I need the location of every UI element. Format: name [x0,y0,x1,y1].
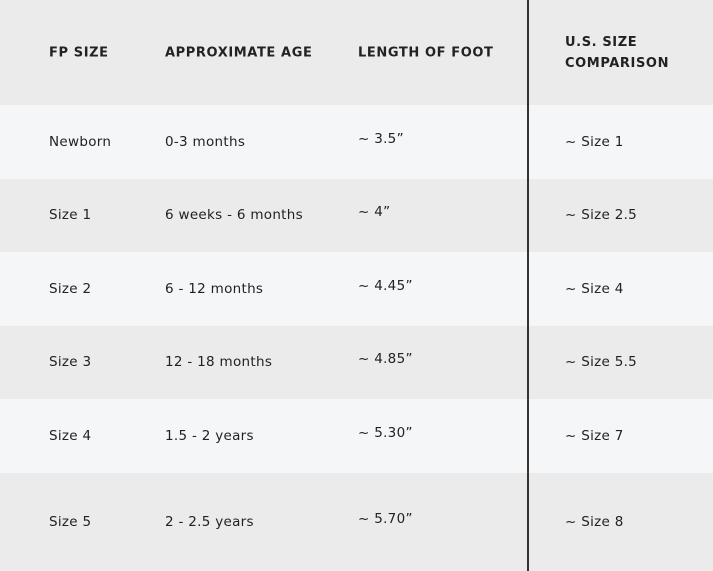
cell-us-size: ~ Size 4 [565,280,624,297]
header-length-of-foot: LENGTH OF FOOT [358,45,494,60]
cell-length-of-foot: ~ 4” [358,204,391,221]
cell-fp-size: Size 3 [49,354,92,371]
cell-us-size: ~ Size 7 [565,427,624,444]
cell-approximate-age: 0-3 months [165,133,246,150]
table-row: Size 4 1.5 - 2 years ~ 5.30” ~ Size 7 [0,399,713,473]
column-divider [527,0,529,571]
header-approximate-age: APPROXIMATE AGE [165,45,313,60]
cell-length-of-foot: ~ 3.5” [358,130,404,147]
table-row: Size 3 12 - 18 months ~ 4.85” ~ Size 5.5 [0,325,713,399]
cell-fp-size: Size 1 [49,207,92,224]
cell-us-size: ~ Size 8 [565,513,624,530]
cell-fp-size: Newborn [49,133,112,150]
cell-approximate-age: 6 - 12 months [165,280,264,297]
cell-approximate-age: 12 - 18 months [165,354,273,371]
header-us-size-line2: COMPARISON [565,55,670,71]
table-row: Size 2 6 - 12 months ~ 4.45” ~ Size 4 [0,252,713,326]
cell-length-of-foot: ~ 4.45” [358,277,413,294]
cell-approximate-age: 6 weeks - 6 months [165,207,303,224]
cell-length-of-foot: ~ 5.70” [358,510,413,527]
cell-length-of-foot: ~ 4.85” [358,351,413,368]
table-row: Size 5 2 - 2.5 years ~ 5.70” ~ Size 8 [0,472,713,571]
header-fp-size: FP SIZE [49,45,109,60]
cell-approximate-age: 1.5 - 2 years [165,427,254,444]
table-header: FP SIZE APPROXIMATE AGE LENGTH OF FOOT U… [0,0,713,105]
cell-fp-size: Size 4 [49,427,92,444]
table-row: Size 1 6 weeks - 6 months ~ 4” ~ Size 2.5 [0,178,713,252]
cell-us-size: ~ Size 5.5 [565,354,638,371]
cell-us-size: ~ Size 2.5 [565,207,638,224]
cell-approximate-age: 2 - 2.5 years [165,513,254,530]
cell-fp-size: Size 5 [49,513,92,530]
header-us-size-line1: U.S. SIZE [565,34,638,50]
cell-us-size: ~ Size 1 [565,133,624,150]
table-row: Newborn 0-3 months ~ 3.5” ~ Size 1 [0,105,713,179]
cell-fp-size: Size 2 [49,280,92,297]
cell-length-of-foot: ~ 5.30” [358,424,413,441]
header-us-size-comparison: U.S. SIZE COMPARISON [565,32,669,74]
